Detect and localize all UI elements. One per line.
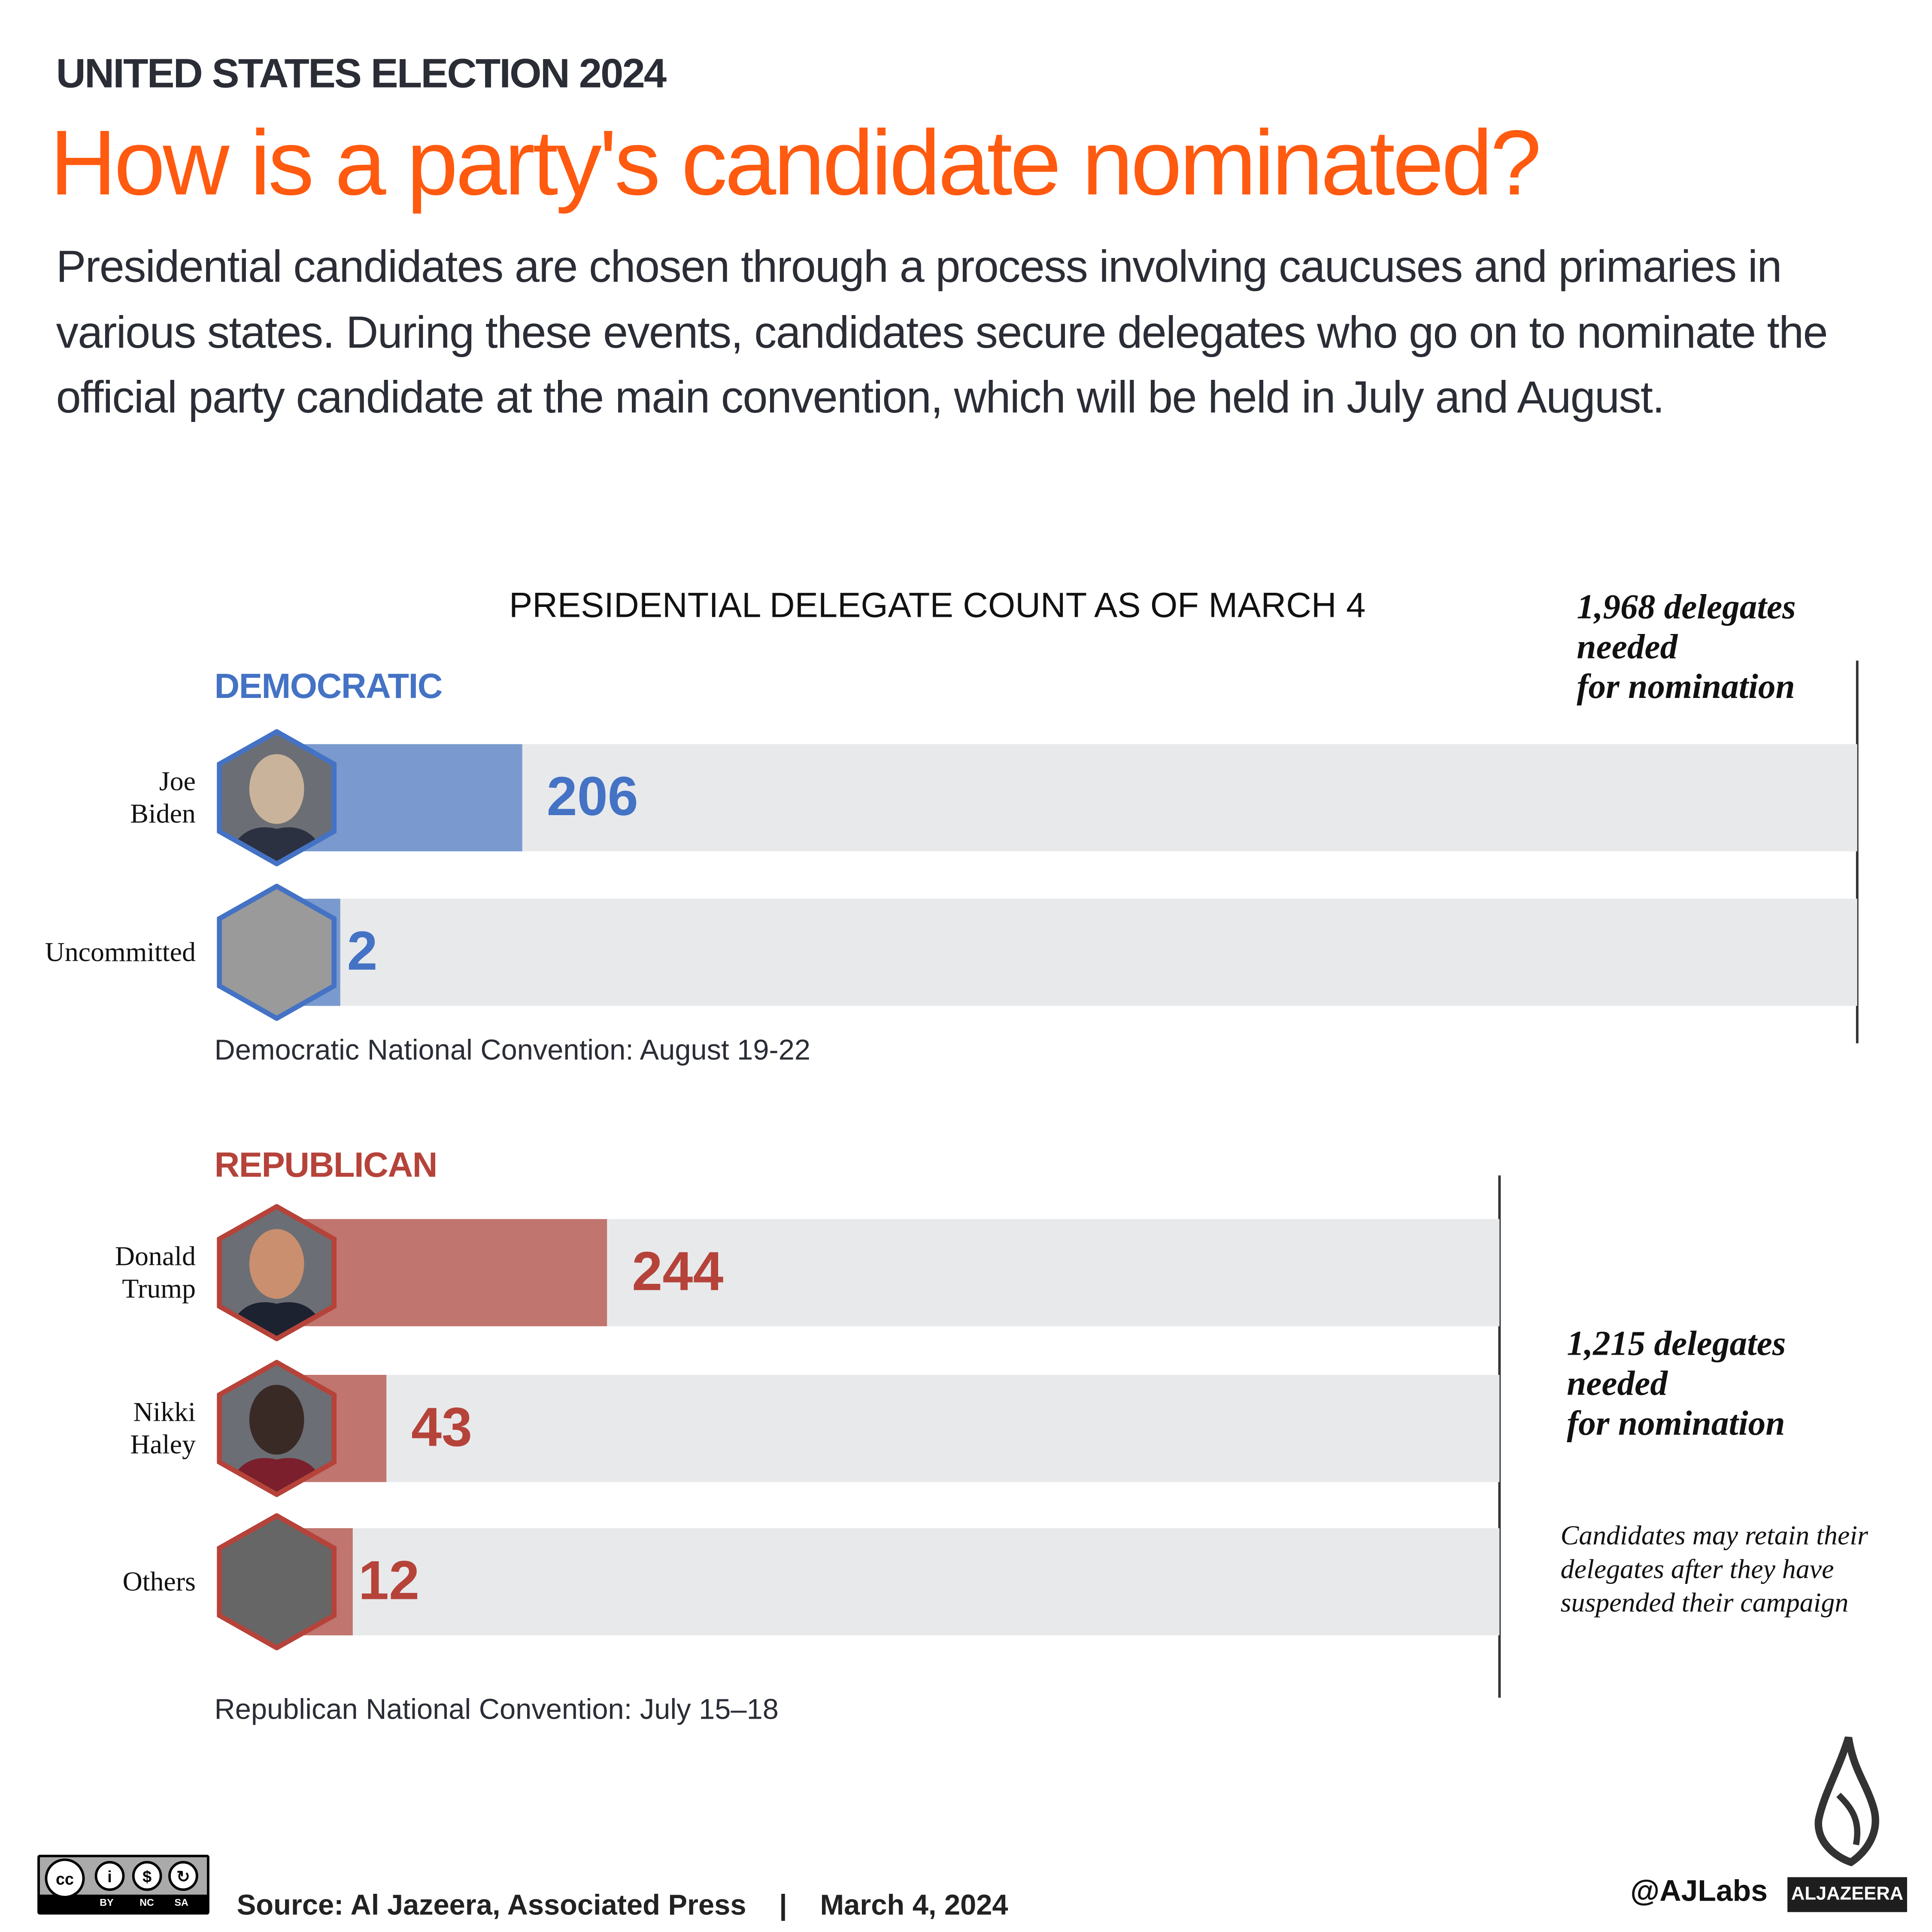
publish-date: March 4, 2024 [820, 1888, 1008, 1921]
name-line: Trump [122, 1272, 196, 1304]
dem-convention-date: Democratic National Convention: August 1… [214, 1033, 811, 1066]
svg-text:↻: ↻ [176, 1868, 190, 1886]
bar-track [276, 898, 1857, 1006]
svg-text:$: $ [143, 1868, 152, 1886]
chart-title: PRESIDENTIAL DELEGATE COUNT AS OF MARCH … [509, 585, 1366, 625]
intro-paragraph: Presidential candidates are chosen throu… [56, 240, 1828, 423]
candidate-photo [217, 729, 337, 867]
candidate-photo [217, 1204, 337, 1341]
kicker: UNITED STATES ELECTION 2024 [56, 50, 667, 96]
svg-text:cc: cc [56, 1870, 74, 1888]
party-label-democratic: DEMOCRATIC [214, 667, 443, 706]
dem-needed-note: 1,968 delegates needed for nomination [1577, 588, 1796, 708]
needed-line: 1,215 delegates [1567, 1325, 1786, 1364]
needed-line: 1,968 delegates [1577, 588, 1796, 627]
candidate-name: Uncommitted [45, 936, 196, 969]
name-line: Joe [159, 765, 196, 797]
separator: | [779, 1888, 787, 1921]
value-label: 43 [411, 1397, 473, 1459]
value-label: 206 [546, 766, 638, 828]
needed-line: for nomination [1567, 1404, 1785, 1444]
cc-by: BY [100, 1897, 114, 1908]
placeholder-hexagon-icon [217, 883, 337, 1021]
name-line: Donald [115, 1240, 196, 1271]
cc-sa: SA [174, 1897, 188, 1908]
bar-track [276, 1375, 1500, 1482]
dem-threshold-line [1856, 661, 1858, 1043]
name-line: Biden [130, 798, 196, 829]
needed-line: for nomination [1577, 668, 1795, 707]
bar-track [276, 744, 1857, 852]
candidate-name: Nikki Haley [130, 1396, 196, 1461]
suspended-campaign-note: Candidates may retain their delegates af… [1560, 1519, 1868, 1618]
aljazeera-logo-icon [1814, 1736, 1879, 1867]
placeholder-hexagon-icon [217, 1513, 337, 1650]
candidate-name: Donald Trump [115, 1240, 196, 1305]
needed-line: needed [1567, 1365, 1668, 1404]
name-line: Haley [130, 1428, 196, 1460]
source-line: Source: Al Jazeera, Associated Press | M… [237, 1888, 1008, 1922]
party-label-republican: REPUBLICAN [214, 1145, 437, 1184]
value-label: 2 [347, 921, 378, 983]
cc-license-badge[interactable]: cc i $ ↻ BY NC SA [37, 1855, 209, 1915]
page-title: How is a party's candidate nominated? [50, 111, 1541, 215]
bar-track [276, 1528, 1500, 1635]
rep-convention-date: Republican National Convention: July 15–… [214, 1692, 779, 1725]
candidate-name: Others [123, 1565, 196, 1598]
value-label: 12 [358, 1550, 420, 1612]
cc-nc: NC [140, 1897, 154, 1908]
candidate-name: Joe Biden [130, 765, 196, 830]
ajlabs-handle[interactable]: @AJLabs [1630, 1874, 1768, 1908]
source-text: Source: Al Jazeera, Associated Press [237, 1888, 746, 1921]
value-label: 244 [632, 1241, 724, 1303]
name-line: Nikki [133, 1396, 196, 1427]
rep-needed-note: 1,215 delegates needed for nomination [1567, 1325, 1786, 1445]
aljazeera-brand: ALJAZEERA [1787, 1877, 1907, 1912]
cc-icons: cc i $ ↻ [45, 1858, 198, 1899]
name-line: Uncommitted [45, 936, 196, 968]
svg-text:i: i [107, 1868, 112, 1886]
name-line: Others [122, 1565, 196, 1597]
candidate-photo [217, 1360, 337, 1497]
needed-line: needed [1577, 628, 1678, 667]
